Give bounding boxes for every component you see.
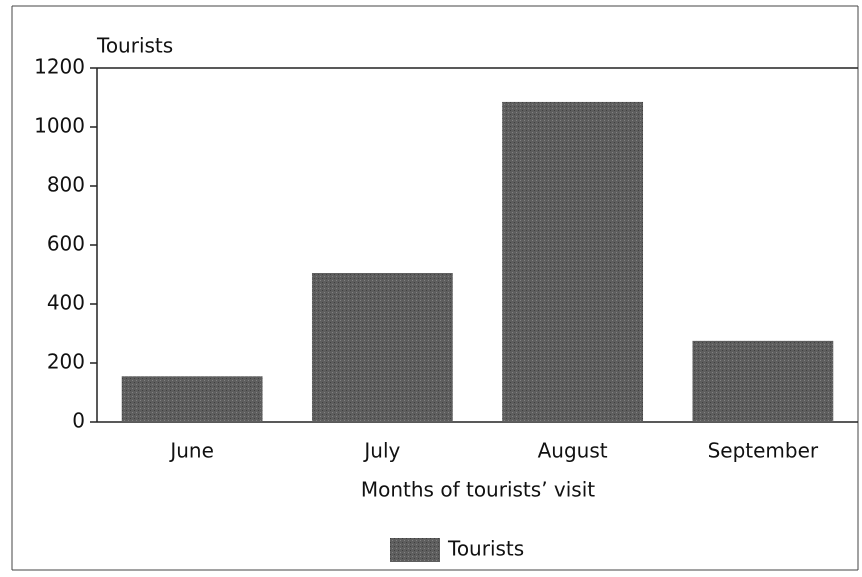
x-tick-label: September bbox=[708, 439, 819, 463]
y-tick-label: 800 bbox=[47, 173, 85, 197]
x-axis-label: Months of tourists’ visit bbox=[361, 478, 595, 502]
y-tick-label: 1200 bbox=[34, 55, 85, 79]
legend-swatch-texture bbox=[390, 538, 440, 562]
bar-texture bbox=[121, 376, 263, 422]
y-tick-label: 200 bbox=[47, 350, 85, 374]
bar-texture bbox=[502, 101, 644, 423]
y-tick-label: 400 bbox=[47, 291, 85, 315]
bar-texture bbox=[311, 273, 453, 422]
x-tick-label: July bbox=[362, 439, 400, 463]
y-tick-label: 0 bbox=[72, 409, 85, 433]
bar-texture bbox=[692, 340, 834, 422]
x-tick-label: August bbox=[538, 439, 608, 463]
legend-label: Tourists bbox=[447, 537, 524, 561]
x-tick-label: June bbox=[168, 439, 214, 463]
y-axis-label: Tourists bbox=[96, 34, 173, 58]
y-tick-label: 600 bbox=[47, 232, 85, 256]
y-tick-label: 1000 bbox=[34, 114, 85, 138]
